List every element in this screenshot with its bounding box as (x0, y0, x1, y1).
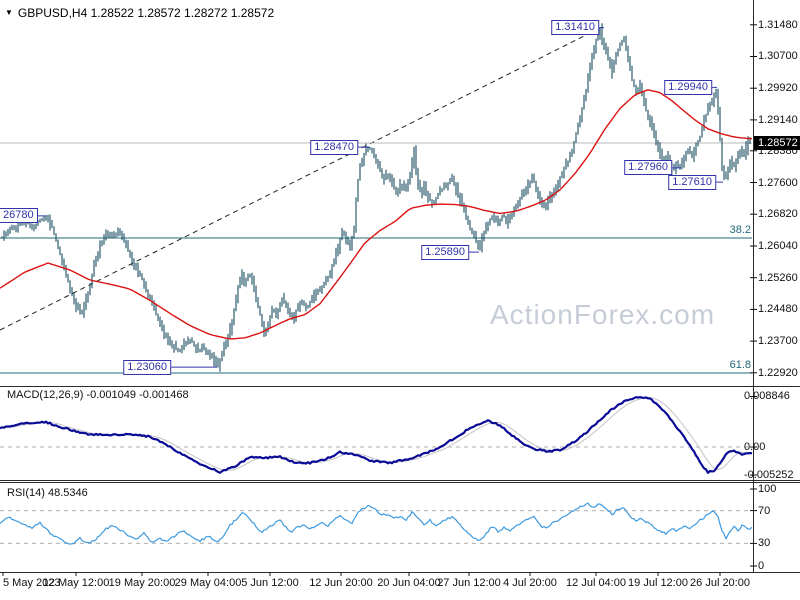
chart-title-text: GBPUSD,H4 1.28522 1.28572 1.28272 1.2857… (17, 6, 275, 20)
chart-title: ▼ GBPUSD,H4 1.28522 1.28572 1.28272 1.285… (5, 6, 274, 20)
watermark: ActionForex.com (490, 299, 716, 330)
macd-label: MACD(12,26,9) -0.001049 -0.001468 (7, 389, 189, 401)
rsi-label: RSI(14) 48.5346 (7, 487, 88, 499)
symbol-dropdown-icon: ▼ (5, 8, 13, 17)
